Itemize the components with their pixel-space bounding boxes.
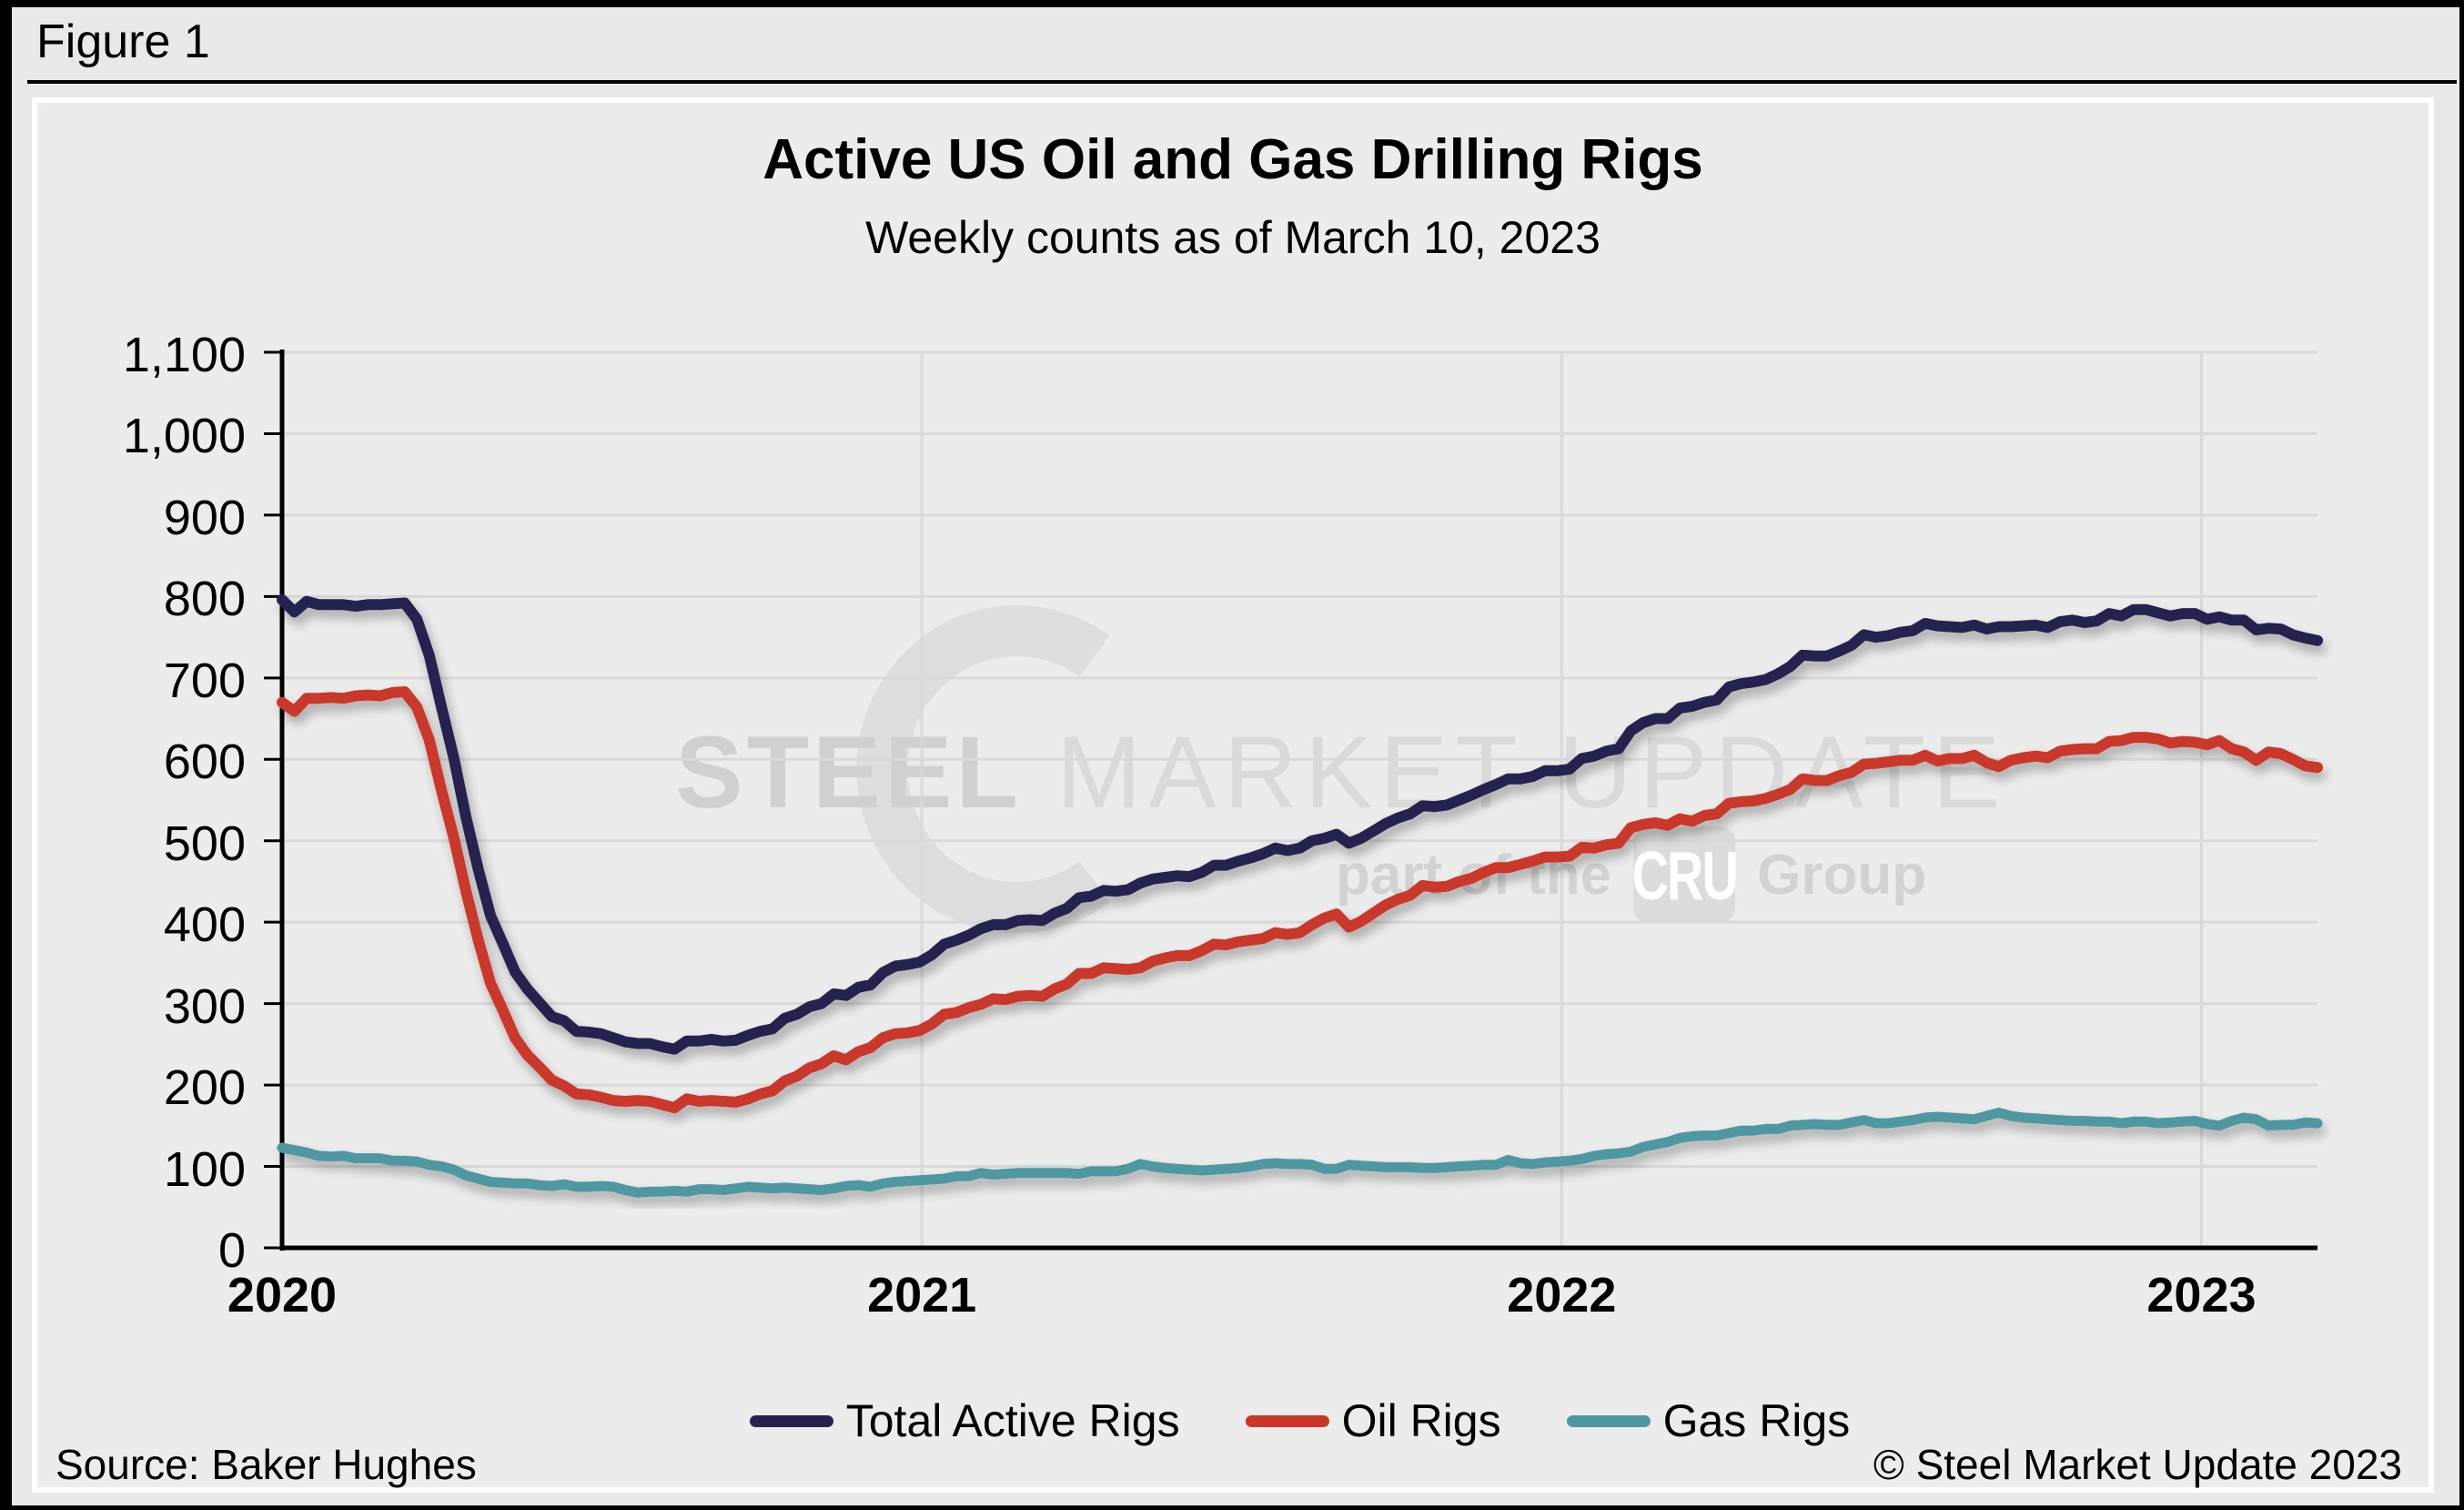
y-tick-label-500: 500 <box>163 816 246 871</box>
watermark-steel-text: STEEL <box>675 715 1022 829</box>
chart-legend: Total Active Rigs Oil Rigs Gas Rigs <box>282 1394 2318 1447</box>
chart-panel <box>32 97 2434 1493</box>
y-tick-label-1,000: 1,000 <box>122 409 246 464</box>
y-tick-label-100: 100 <box>163 1141 246 1197</box>
y-tick-label-0: 0 <box>217 1223 246 1278</box>
y-tick-label-1,100: 1,100 <box>122 328 246 382</box>
figure-label: Figure 1 <box>36 15 210 68</box>
legend-label-total: Total Active Rigs <box>845 1395 1180 1446</box>
y-tick-label-400: 400 <box>163 897 246 953</box>
series-line-1 <box>277 686 2323 1114</box>
x-tick-label-2022: 2022 <box>1507 1268 1617 1323</box>
window-frame-left <box>0 0 12 1510</box>
y-tick-label-600: 600 <box>163 735 246 790</box>
legend-item-gas-rigs: Gas Rigs <box>1566 1394 1851 1447</box>
chart-subtitle: Weekly counts as of March 10, 2023 <box>865 212 1601 263</box>
oil-rigs-line-swatch <box>1245 1414 1329 1427</box>
window-frame-bottom <box>0 1505 2464 1510</box>
x-tick-label-2020: 2020 <box>227 1268 338 1323</box>
y-tick-label-200: 200 <box>163 1060 246 1116</box>
y-tick-label-700: 700 <box>163 653 246 708</box>
watermark-group-text: Group <box>1757 843 1927 907</box>
y-tick-label-300: 300 <box>163 978 246 1034</box>
legend-label-oil: Oil Rigs <box>1341 1395 1501 1446</box>
legend-item-oil-rigs: Oil Rigs <box>1245 1394 1501 1447</box>
cru-logo-box: CRU <box>1631 826 1739 923</box>
copyright-note: © Steel Market Update 2023 <box>1873 1441 2402 1488</box>
series-line-2 <box>277 1108 2323 1198</box>
header-rule <box>27 80 2457 84</box>
y-tick-label-900: 900 <box>163 490 246 545</box>
chart-title: Active US Oil and Gas Drilling Rigs <box>762 128 1703 191</box>
window-frame-top <box>0 0 2464 7</box>
legend-item-total-active-rigs: Total Active Rigs <box>749 1394 1180 1447</box>
window-frame-right <box>2459 0 2464 1510</box>
x-tick-label-2021: 2021 <box>867 1268 977 1323</box>
total-rigs-line-swatch <box>749 1414 833 1427</box>
x-tick-label-2023: 2023 <box>2146 1268 2257 1323</box>
legend-label-gas: Gas Rigs <box>1662 1395 1851 1446</box>
series-line-0 <box>277 593 2323 1055</box>
gas-rigs-line-swatch <box>1566 1414 1651 1427</box>
cru-crescent-logo <box>856 605 1110 933</box>
y-tick-label-800: 800 <box>163 572 246 627</box>
source-note: Source: Baker Hughes <box>56 1441 477 1488</box>
cru-logo-text: CRU <box>1631 836 1738 914</box>
